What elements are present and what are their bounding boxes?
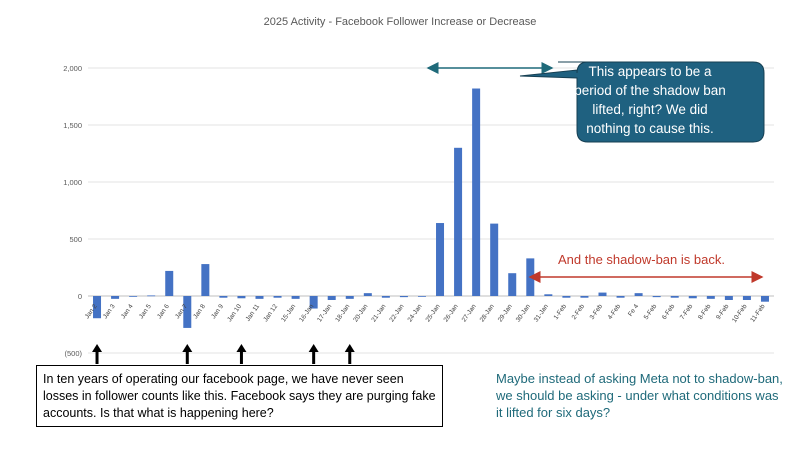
bar — [706, 296, 715, 299]
bar — [724, 296, 733, 300]
x-tick-label: Jan 11 — [244, 303, 261, 323]
bar — [616, 296, 625, 298]
x-tick-label: 1-Feb — [553, 303, 569, 321]
y-axis-ticks: 2,000 1,500 1,000 500 0 (500) — [63, 64, 82, 358]
x-tick-label: 3-Feb — [589, 303, 605, 321]
loss-marker-arrow-head — [308, 344, 319, 352]
bar — [399, 296, 408, 298]
y-tick-label: 0 — [78, 292, 82, 301]
bar — [454, 147, 463, 296]
bar — [129, 296, 138, 297]
x-tick-label: 21-Jan — [370, 303, 387, 324]
bar — [508, 273, 517, 296]
bar — [490, 223, 499, 296]
bar — [201, 264, 210, 296]
x-tick-label: 16-Jan — [298, 303, 315, 324]
loss-marker-arrow-head — [236, 344, 247, 352]
chart-title: 2025 Activity - Facebook Follower Increa… — [263, 16, 537, 28]
x-tick-label: 29-Jan — [497, 303, 514, 324]
x-tick-label: 17-Jan — [316, 303, 333, 324]
x-tick-label: 20-Jan — [352, 303, 369, 324]
x-tick-label: 26-Jan — [443, 303, 460, 324]
x-tick-label: 4-Feb — [607, 303, 623, 321]
loss-marker-arrow-head — [344, 344, 355, 352]
x-tick-label: Jan 12 — [262, 303, 279, 323]
loss-marker-arrow-head — [182, 344, 193, 352]
x-tick-label: Jan 10 — [226, 303, 243, 323]
bar — [165, 270, 174, 296]
x-tick-label: 27-Jan — [461, 303, 478, 324]
question-text: Maybe instead of asking Meta not to shad… — [496, 371, 783, 420]
bar — [93, 296, 102, 319]
x-tick-label: Jan 8 — [192, 303, 207, 320]
x-tick-label: 2-Feb — [571, 303, 587, 321]
callout-line: period of the shadow ban — [574, 83, 726, 98]
bar — [580, 296, 589, 298]
callout-line: nothing to cause this. — [586, 121, 714, 136]
x-tick-label: 11-Feb — [749, 303, 766, 324]
callout-line: lifted, right? We did — [592, 102, 708, 117]
bar — [273, 296, 282, 298]
bar — [183, 296, 192, 328]
bar — [381, 296, 390, 298]
x-tick-label: 30-Jan — [515, 303, 532, 324]
y-tick-label: 1,000 — [63, 178, 82, 187]
x-tick-label: 24-Jan — [406, 303, 423, 324]
bar — [147, 295, 156, 297]
x-tick-label: Jan 9 — [210, 303, 225, 320]
bar — [345, 296, 354, 299]
bar — [291, 296, 300, 299]
y-tick-label: 2,000 — [63, 64, 82, 73]
bar — [760, 296, 769, 302]
bar — [237, 296, 246, 299]
bar — [309, 296, 318, 309]
callout-line: This appears to be a — [588, 64, 712, 79]
bar — [417, 296, 426, 297]
x-tick-label: 6-Feb — [661, 303, 677, 321]
shadow-ban-back-label: And the shadow-ban is back. — [558, 252, 725, 267]
bar — [255, 296, 264, 299]
y-tick-label: 1,500 — [63, 121, 82, 130]
bar — [652, 296, 661, 298]
bar — [327, 296, 336, 300]
x-tick-label: 18-Jan — [334, 303, 351, 324]
bar — [742, 296, 751, 300]
loss-marker-arrow-head — [92, 344, 103, 352]
x-tick-label: Jan 4 — [120, 303, 135, 320]
callout-text: This appears to be a period of the shado… — [550, 62, 750, 138]
x-tick-label: 5-Feb — [643, 303, 659, 321]
bar — [688, 296, 697, 299]
x-tick-label: 9-Feb — [715, 303, 731, 321]
x-tick-label: 7-Feb — [679, 303, 695, 321]
bar — [634, 293, 643, 296]
x-tick-label: 28-Jan — [479, 303, 496, 324]
callout-bubble — [519, 61, 765, 143]
x-tick-label: Fe 4 — [627, 303, 640, 318]
bar — [598, 292, 607, 296]
x-tick-label: 31-Jan — [533, 303, 550, 324]
bar — [436, 223, 445, 296]
x-tick-label: 22-Jan — [388, 303, 405, 324]
x-tick-label: 25-Jan — [425, 303, 442, 324]
bar — [363, 293, 372, 296]
x-tick-label: 8-Feb — [697, 303, 713, 321]
bar — [544, 294, 553, 296]
bar — [219, 296, 228, 298]
y-tick-label: (500) — [64, 349, 82, 358]
x-tick-label: Jan 5 — [138, 303, 153, 320]
y-tick-label: 500 — [69, 235, 82, 244]
bar — [670, 296, 679, 298]
x-tick-label: 15-Jan — [280, 303, 297, 324]
x-tick-label: Jan 6 — [156, 303, 171, 320]
bar — [562, 296, 571, 298]
loss-marker-arrows — [92, 344, 355, 364]
note-box: In ten years of operating our facebook p… — [36, 365, 443, 427]
bar — [111, 296, 120, 299]
bar — [472, 88, 481, 297]
x-tick-label: 10-Feb — [731, 303, 749, 324]
x-tick-label: Jan 3 — [102, 303, 117, 320]
